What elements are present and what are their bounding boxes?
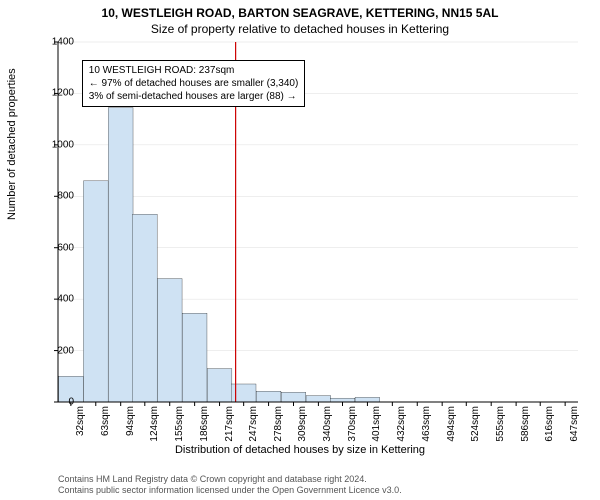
y-tick-label: 200 — [34, 345, 74, 356]
chart-title-address: 10, WESTLEIGH ROAD, BARTON SEAGRAVE, KET… — [0, 0, 600, 20]
y-tick-label: 1000 — [34, 139, 74, 150]
y-tick-label: 400 — [34, 294, 74, 305]
y-axis-label: Number of detached properties — [6, 68, 18, 220]
footer-line2: Contains public sector information licen… — [58, 485, 402, 496]
y-tick-label: 600 — [34, 242, 74, 253]
y-tick-label: 0 — [34, 397, 74, 408]
chart-title-subtitle: Size of property relative to detached ho… — [0, 20, 600, 36]
property-annotation: 10 WESTLEIGH ROAD: 237sqm ← 97% of detac… — [82, 60, 306, 107]
chart-footer: Contains HM Land Registry data © Crown c… — [58, 474, 402, 497]
annotation-line2: ← 97% of detached houses are smaller (3,… — [89, 77, 299, 90]
annotation-line1: 10 WESTLEIGH ROAD: 237sqm — [89, 64, 299, 77]
y-tick-label: 1200 — [34, 88, 74, 99]
y-tick-label: 800 — [34, 191, 74, 202]
y-tick-label: 1400 — [34, 37, 74, 48]
footer-line1: Contains HM Land Registry data © Crown c… — [58, 474, 402, 485]
annotation-line3: 3% of semi-detached houses are larger (8… — [89, 90, 299, 103]
x-axis-label: Distribution of detached houses by size … — [0, 444, 600, 456]
